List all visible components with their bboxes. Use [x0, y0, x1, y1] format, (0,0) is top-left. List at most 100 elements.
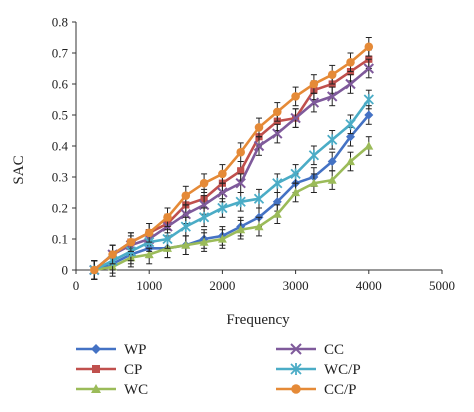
y-tick-label: 0.2 [52, 201, 68, 216]
data-point [217, 187, 228, 198]
legend-marker [91, 384, 101, 393]
data-point [273, 107, 282, 117]
data-point [345, 78, 356, 90]
series-line-cc [93, 67, 370, 271]
y-tick-label: 0.3 [52, 170, 68, 185]
data-point [108, 250, 117, 259]
legend-label: CC/P [324, 382, 357, 398]
data-point [345, 118, 356, 130]
data-point [327, 175, 337, 184]
data-point [144, 228, 154, 238]
legend: WP CP WC CC WC/P CC/P [76, 342, 361, 398]
series-line-wc [94, 145, 370, 272]
data-point [181, 240, 191, 249]
x-tick-label: 4000 [356, 278, 382, 293]
series-line-wp [93, 114, 370, 272]
marker-stroke [308, 97, 320, 108]
data-point [163, 213, 172, 222]
data-point [346, 132, 355, 142]
data-point [253, 193, 265, 205]
x-tick-label: 3000 [283, 278, 309, 293]
data-point [309, 79, 319, 89]
y-tick-label: 0.8 [52, 15, 68, 30]
data-point [290, 112, 301, 124]
data-point [363, 94, 374, 105]
legend-label: WP [124, 342, 147, 358]
data-point [327, 157, 337, 166]
legend-marker [91, 344, 101, 354]
marker-stroke [326, 91, 338, 102]
marker-stroke [253, 140, 265, 152]
y-tick-label: 0.1 [52, 232, 68, 247]
series-line-wc-p [93, 98, 370, 272]
legend-marker [291, 384, 301, 394]
data-point [272, 209, 282, 218]
y-tick-label: 0.4 [52, 139, 69, 154]
series-cc [89, 58, 375, 280]
marker-stroke [272, 128, 283, 139]
data-point [364, 110, 374, 120]
data-point [327, 134, 338, 146]
data-point [309, 178, 319, 187]
y-tick-label: 0.7 [52, 46, 69, 61]
y-tick-label: 0.5 [52, 108, 68, 123]
series-cc-p [90, 37, 374, 280]
data-point [272, 177, 283, 189]
data-point [364, 141, 374, 150]
legend-item-wc: WC [76, 382, 148, 398]
series-line-cc-p [93, 45, 370, 271]
legend-marker [92, 365, 100, 373]
marker-stroke [235, 177, 246, 189]
x-tick-label: 5000 [429, 278, 455, 293]
marker-stroke [217, 187, 228, 198]
marker-stroke [363, 63, 375, 74]
x-tick-label: 0 [73, 278, 80, 293]
x-tick-label: 2000 [209, 278, 235, 293]
y-axis-label: SAC [11, 155, 27, 184]
data-point [90, 265, 99, 275]
data-point [199, 178, 209, 188]
series-layer [89, 37, 375, 280]
data-point [162, 233, 173, 245]
data-point [254, 222, 264, 231]
marker-stroke [345, 78, 356, 90]
data-point [180, 221, 191, 232]
legend-marker [290, 363, 302, 375]
data-point [236, 225, 246, 234]
data-point [290, 168, 301, 180]
data-point [235, 177, 246, 189]
y-tick-label: 0.6 [52, 77, 69, 92]
data-point [272, 197, 282, 207]
data-point [364, 42, 374, 52]
data-point [217, 202, 228, 214]
data-point [181, 191, 191, 200]
data-point [126, 237, 136, 247]
data-point [199, 237, 209, 246]
legend-item-wc-p: WC/P [276, 362, 361, 378]
legend-marker [290, 343, 302, 355]
marker-stroke [290, 343, 302, 355]
data-point [363, 63, 375, 74]
legend-label: CP [124, 362, 142, 378]
data-point [254, 123, 264, 132]
data-point [236, 147, 245, 157]
data-point [237, 167, 245, 175]
data-point [346, 58, 355, 67]
x-axis-label: Frequency [226, 312, 290, 328]
y-tick-label: 0 [62, 263, 69, 278]
x-tick-label: 1000 [136, 278, 162, 293]
marker-stroke [290, 112, 301, 124]
legend-item-wp: WP [76, 342, 147, 358]
legend-item-cc: CC [276, 342, 344, 358]
data-point [144, 250, 154, 259]
data-point [253, 140, 265, 152]
data-point [327, 70, 337, 79]
data-point [326, 91, 338, 102]
data-point [308, 97, 320, 108]
data-point [218, 169, 227, 179]
data-point [272, 128, 283, 139]
data-point [291, 92, 300, 101]
data-point [346, 157, 355, 166]
legend-item-cp: CP [76, 362, 142, 378]
